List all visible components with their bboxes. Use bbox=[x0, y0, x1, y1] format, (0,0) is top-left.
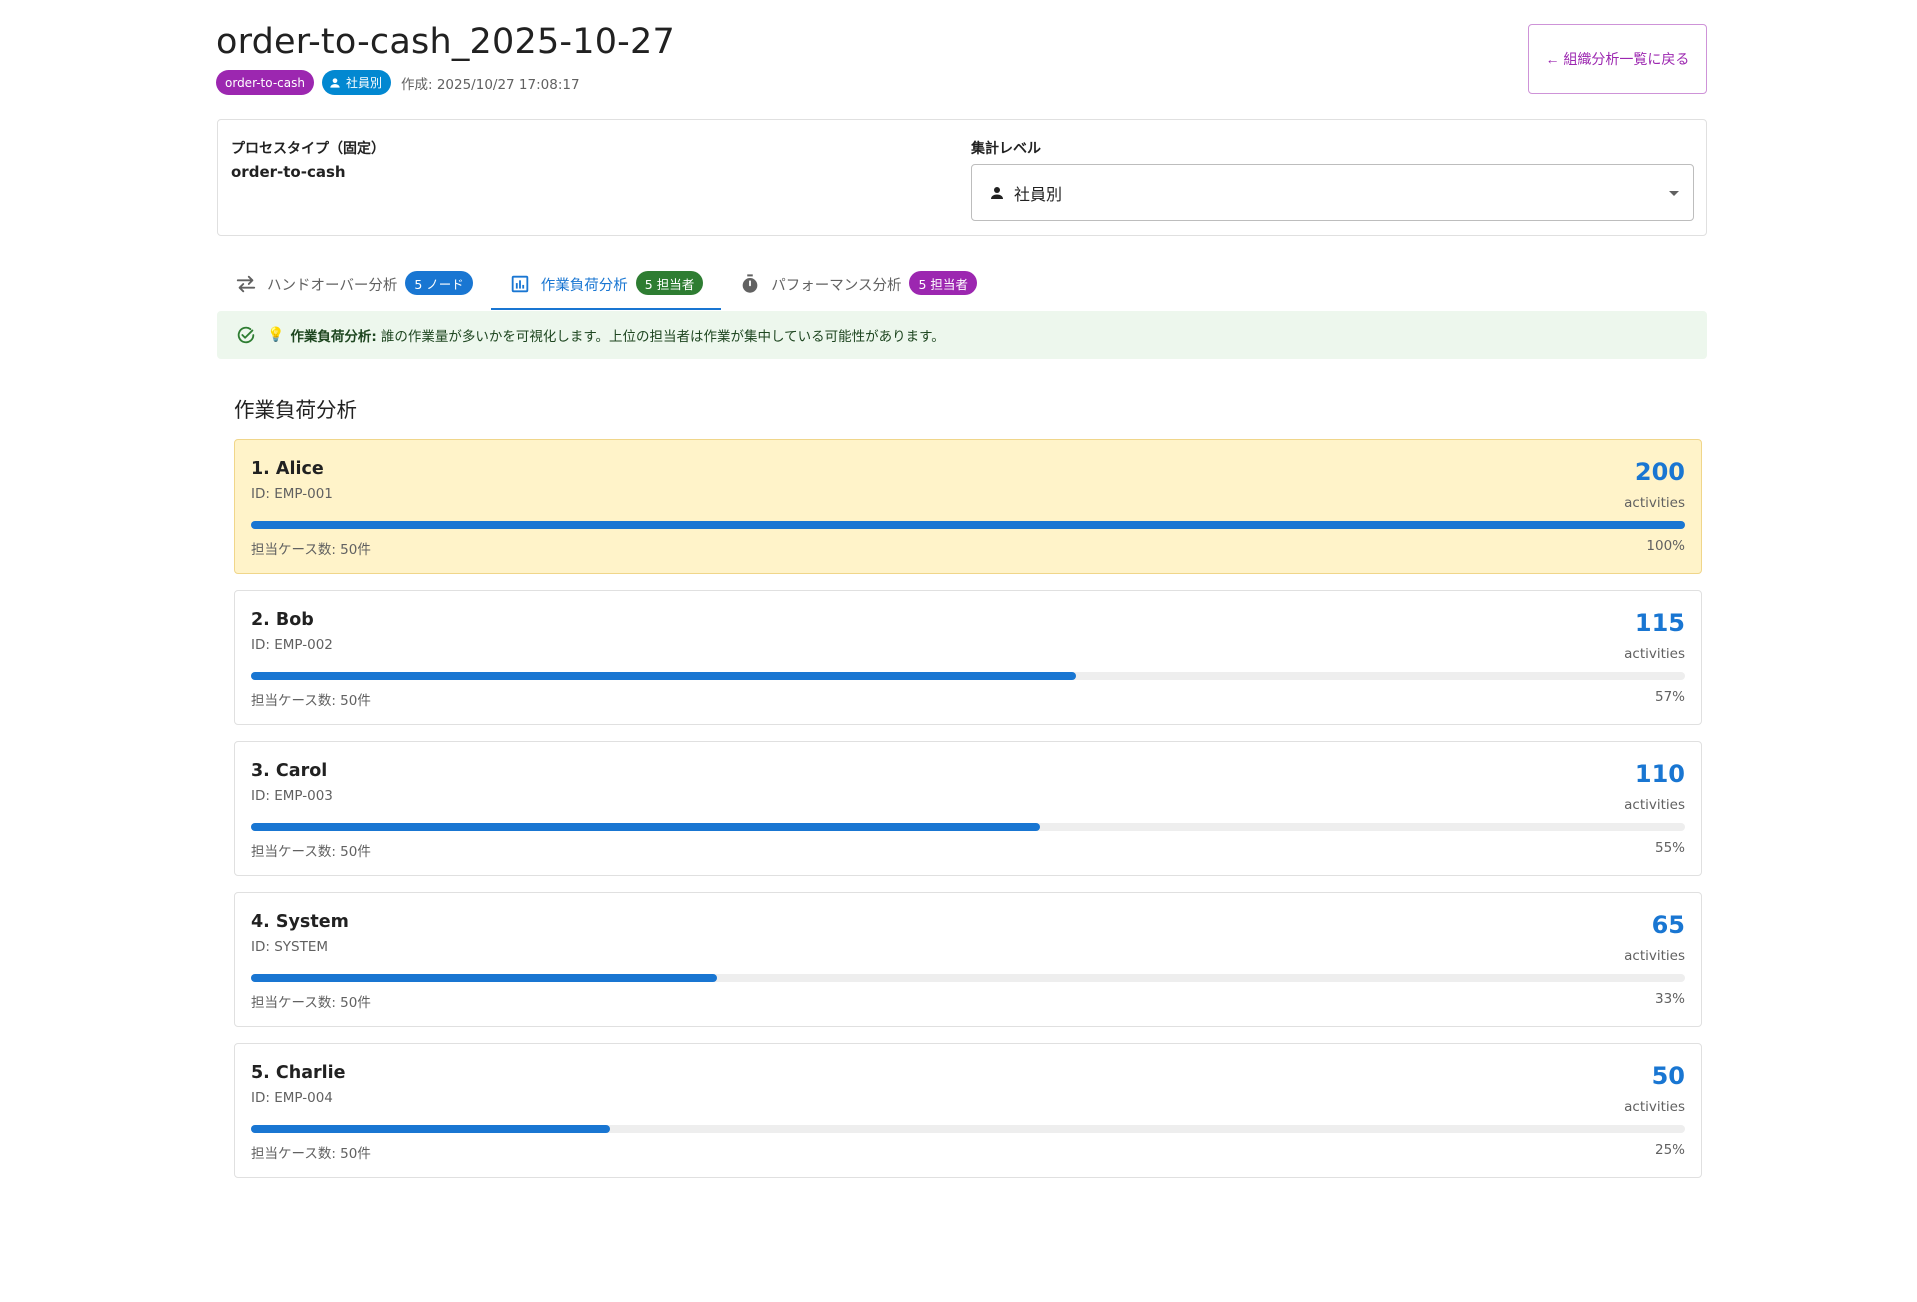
workload-progress-fill bbox=[251, 1125, 610, 1133]
workload-percent: 25% bbox=[1654, 1142, 1685, 1158]
workload-progress-track bbox=[251, 1125, 1685, 1133]
assignee-name: 1. Alice bbox=[251, 459, 324, 479]
level-chip: 社員別 bbox=[321, 70, 391, 95]
workload-progress-fill bbox=[251, 823, 1040, 831]
assignee-id: ID: EMP-004 bbox=[251, 1090, 333, 1106]
tab-handover[interactable]: ハンドオーバー分析 5 ノード bbox=[217, 266, 491, 310]
level-chip-label: 社員別 bbox=[345, 76, 382, 90]
workload-progress-track bbox=[251, 672, 1685, 680]
case-count: 担当ケース数: 50件 bbox=[251, 1146, 371, 1162]
workload-card: 5. Charlie ID: EMP-004 50 activities 担当ケース数:… bbox=[234, 1043, 1702, 1178]
alert-text: 誰の作業量が多いかを可視化します。上位の担当者は作業が集中している可能性がありま… bbox=[380, 329, 945, 345]
workload-card: 1. Alice ID: EMP-001 200 activities 担当ケース数: … bbox=[234, 439, 1702, 574]
activity-count: 200 bbox=[1634, 458, 1685, 486]
workload-percent: 100% bbox=[1646, 538, 1685, 554]
analysis-tabs: ハンドオーバー分析 5 ノード 作業負荷分析 5 担当者 bbox=[217, 266, 995, 310]
case-count: 担当ケース数: 50件 bbox=[251, 844, 371, 860]
process-type-chip: order-to-cash bbox=[216, 70, 314, 95]
assignee-id: ID: EMP-002 bbox=[251, 637, 333, 653]
aggregation-level-select[interactable]: 社員別 bbox=[971, 164, 1694, 221]
tab-handover-badge: 5 ノード bbox=[405, 271, 473, 295]
aggregation-level-value: 社員別 bbox=[1014, 184, 1063, 204]
assignee-id: ID: SYSTEM bbox=[251, 939, 329, 955]
workload-progress-fill bbox=[251, 672, 1076, 680]
case-count: 担当ケース数: 50件 bbox=[251, 995, 371, 1011]
assignee-name: 3. Carol bbox=[251, 761, 328, 781]
activity-unit: activities bbox=[1624, 495, 1685, 511]
check-circle-icon bbox=[235, 324, 257, 346]
info-alert: 💡 作業負荷分析: 誰の作業量が多いかを可視化します。上位の担当者は作業が集中し… bbox=[217, 311, 1707, 359]
workload-progress-track bbox=[251, 974, 1685, 982]
activity-unit: activities bbox=[1624, 646, 1685, 662]
person-icon bbox=[991, 186, 1003, 199]
case-count: 担当ケース数: 50件 bbox=[251, 542, 371, 558]
tab-performance-badge: 5 担当者 bbox=[909, 271, 977, 295]
back-to-list-button[interactable]: ← 組織分析一覧に戻る bbox=[1528, 24, 1707, 94]
activity-count: 50 bbox=[1651, 1062, 1685, 1090]
swap-icon bbox=[235, 273, 257, 295]
workload-progress-track bbox=[251, 521, 1685, 529]
dropdown-caret-icon bbox=[1669, 191, 1679, 196]
tab-workload-badge: 5 担当者 bbox=[635, 271, 704, 295]
workload-percent: 55% bbox=[1654, 840, 1685, 856]
activity-unit: activities bbox=[1624, 1099, 1685, 1115]
activity-count: 65 bbox=[1651, 911, 1685, 939]
activity-unit: activities bbox=[1624, 948, 1685, 964]
bar-chart-icon bbox=[509, 273, 531, 295]
person-icon bbox=[330, 77, 340, 88]
workload-progress-track bbox=[251, 823, 1685, 831]
workload-progress-fill bbox=[251, 974, 718, 982]
page-title: order-to-cash_2025-10-27 bbox=[216, 22, 675, 62]
workload-card: 4. System ID: SYSTEM 65 activities 担当ケース数: 5… bbox=[234, 892, 1702, 1027]
timer-icon bbox=[739, 273, 761, 295]
assignee-id: ID: EMP-003 bbox=[251, 788, 333, 804]
created-timestamp: 作成: 2025/10/27 17:08:17 bbox=[400, 76, 580, 93]
assignee-name: 2. Bob bbox=[251, 610, 314, 630]
assignee-name: 4. System bbox=[251, 912, 349, 932]
activity-unit: activities bbox=[1624, 797, 1685, 813]
workload-list: 1. Alice ID: EMP-001 200 activities 担当ケース数: … bbox=[234, 439, 1702, 1194]
aggregation-level-label: 集計レベル bbox=[971, 141, 1041, 157]
case-count: 担当ケース数: 50件 bbox=[251, 693, 371, 709]
activity-count: 115 bbox=[1634, 609, 1685, 637]
workload-percent: 33% bbox=[1654, 991, 1685, 1007]
workload-percent: 57% bbox=[1654, 689, 1685, 705]
assignee-name: 5. Charlie bbox=[251, 1063, 346, 1083]
workload-progress-fill bbox=[251, 521, 1685, 529]
config-card: プロセスタイプ（固定） order-to-cash 集計レベル 社員別 bbox=[217, 119, 1707, 236]
alert-title: 作業負荷分析: bbox=[290, 329, 377, 345]
tab-performance-label: パフォーマンス分析 bbox=[771, 278, 902, 294]
workload-card: 2. Bob ID: EMP-002 115 activities 担当ケース数: 50… bbox=[234, 590, 1702, 725]
tab-workload[interactable]: 作業負荷分析 5 担当者 bbox=[490, 266, 722, 310]
tab-handover-label: ハンドオーバー分析 bbox=[267, 278, 398, 294]
lightbulb-icon: 💡 bbox=[267, 327, 285, 343]
workload-card: 3. Carol ID: EMP-003 110 activities 担当ケース数: … bbox=[234, 741, 1702, 876]
process-type-value: order-to-cash bbox=[231, 163, 346, 181]
meta-row: order-to-cash 社員別 作成: 2025/10/27 17:08:1… bbox=[216, 70, 580, 95]
tab-workload-label: 作業負荷分析 bbox=[540, 278, 628, 294]
section-title: 作業負荷分析 bbox=[234, 398, 357, 422]
assignee-id: ID: EMP-001 bbox=[251, 486, 333, 502]
process-type-label: プロセスタイプ（固定） bbox=[231, 141, 385, 157]
activity-count: 110 bbox=[1634, 760, 1685, 788]
tab-performance[interactable]: パフォーマンス分析 5 担当者 bbox=[721, 266, 995, 310]
